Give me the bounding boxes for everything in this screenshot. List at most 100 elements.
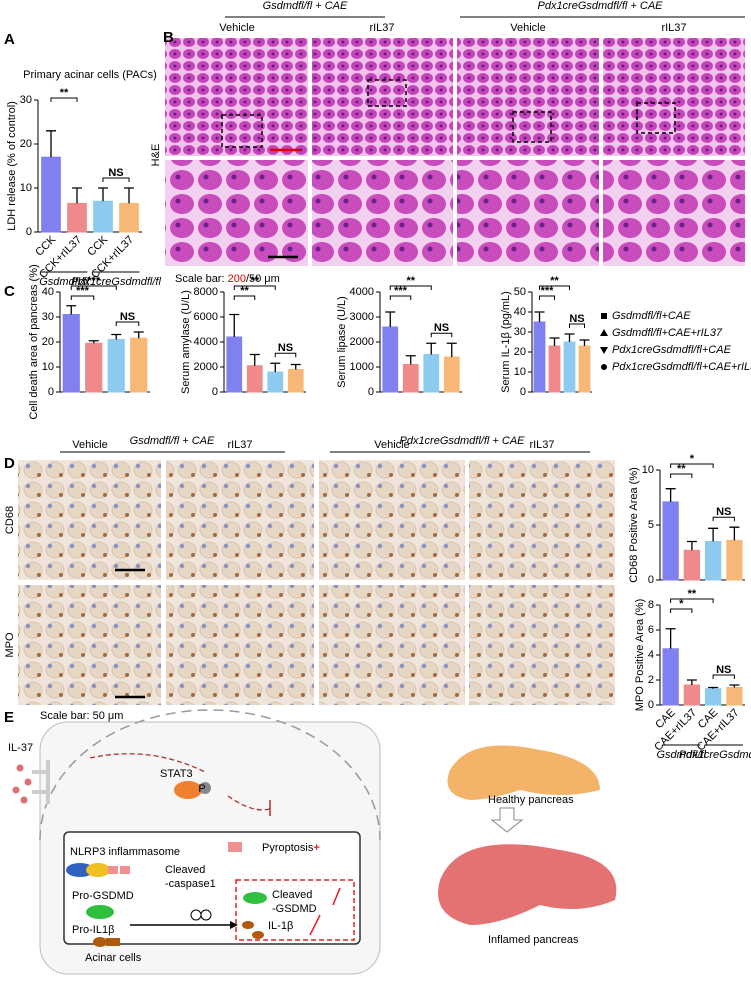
error-bar — [290, 363, 301, 370]
sig-label: NS — [716, 506, 731, 518]
error-bar — [88, 340, 99, 344]
label: Vehicle — [219, 22, 254, 34]
sig-label: *** — [76, 285, 90, 297]
legend-marker — [600, 347, 608, 354]
error-bar — [229, 313, 240, 337]
sig-bracket — [670, 463, 714, 468]
bar — [726, 687, 743, 706]
label: Cleaved — [272, 889, 312, 901]
label: D — [4, 455, 15, 472]
sig-bracket — [233, 285, 276, 290]
sig-bracket — [102, 177, 130, 182]
y-tick-label: 4000 — [194, 336, 218, 348]
label: A — [4, 31, 15, 48]
sig-bracket — [115, 321, 140, 326]
bar — [226, 336, 243, 393]
label: Pro-GSDMD — [72, 890, 134, 902]
y-tick-label: 0 — [212, 386, 218, 398]
y-tick-label: 20 — [514, 346, 526, 358]
sig-bracket — [389, 295, 412, 300]
label: Vehicle — [72, 439, 107, 451]
bar — [402, 364, 419, 393]
label: Pdx1creGsdmdfl/fl + CAE — [537, 0, 663, 12]
error-bar — [665, 488, 676, 502]
bar — [67, 202, 87, 233]
y-tick-label: 4000 — [350, 286, 374, 298]
bar — [130, 337, 148, 393]
bar — [533, 321, 546, 393]
label: IL-1β — [268, 920, 293, 932]
y-tick-label: 20 — [20, 138, 32, 150]
label: -GSDMD — [272, 903, 317, 915]
sig-bracket — [274, 352, 297, 358]
sig-bracket — [712, 516, 735, 522]
bar — [119, 202, 139, 233]
bar — [662, 648, 679, 706]
sig-label: NS — [120, 311, 135, 323]
y-tick-label: 40 — [514, 306, 526, 318]
sig-label: NS — [569, 313, 584, 325]
group-label: Gsdmdfl/fl — [656, 749, 706, 761]
y-axis-label: Serum amylase (U/L) — [180, 290, 192, 394]
bar — [726, 539, 743, 581]
y-axis-label: Serum lipase (U/L) — [336, 296, 348, 388]
layout — [12, 16, 745, 975]
y-tick-label: 0 — [48, 386, 54, 398]
bar — [683, 684, 701, 706]
diagram — [12, 709, 617, 975]
y-tick-label: 30 — [514, 326, 526, 338]
error-bar — [708, 527, 719, 542]
bar — [41, 156, 61, 233]
sig-label: ** — [550, 275, 559, 287]
bar — [423, 354, 440, 393]
bar — [107, 339, 125, 393]
sig-label: *** — [87, 275, 101, 287]
y-axis-label: CD68 Positive Area (%) — [628, 467, 640, 583]
sig-label: ** — [60, 87, 69, 99]
error-bar — [729, 526, 740, 541]
sig-bracket — [539, 295, 555, 300]
sig-bracket — [233, 295, 256, 300]
sig-label: ** — [688, 588, 697, 600]
y-tick-label: 40 — [42, 286, 54, 298]
error-bar — [729, 684, 740, 688]
sig-bracket — [539, 285, 570, 290]
error-bar — [46, 130, 56, 158]
sig-label: * — [679, 598, 684, 610]
y-tick-label: 50 — [514, 286, 526, 298]
sig-label: NS — [434, 322, 449, 334]
label: MPO — [4, 632, 16, 658]
y-tick-label: 8 — [648, 599, 654, 611]
error-bar — [686, 679, 697, 685]
sig-label: NS — [716, 664, 731, 676]
error-bar — [446, 342, 457, 357]
label: Pdx1creGsdmdfl/fl+CAE+rIL37 — [612, 361, 751, 373]
sig-label: NS — [278, 342, 293, 354]
error-bar — [249, 353, 260, 366]
sig-label: *** — [541, 285, 555, 297]
error-bar — [579, 339, 590, 346]
y-tick-label: 10 — [42, 361, 54, 373]
bar — [683, 549, 701, 581]
bar — [578, 345, 591, 393]
error-bar — [98, 187, 108, 202]
label: Pro-IL1β — [72, 924, 114, 936]
scale-text: /50 μm — [246, 273, 280, 285]
error-bar — [72, 187, 82, 204]
label: B — [163, 29, 174, 46]
bar — [246, 365, 263, 393]
error-bar — [549, 337, 560, 346]
label: rIL37 — [529, 439, 554, 451]
label: Healthy pancreas — [488, 794, 574, 806]
scale-text: Scale bar: — [175, 273, 228, 285]
error-bar — [564, 333, 575, 342]
bar — [93, 200, 113, 233]
sig-label: NS — [108, 167, 123, 179]
label: Acinar cells — [85, 952, 142, 964]
y-tick-label: 2000 — [350, 336, 374, 348]
label: E — [4, 709, 14, 726]
bar — [443, 356, 460, 393]
y-tick-label: 0 — [648, 699, 654, 711]
bar — [267, 371, 284, 393]
